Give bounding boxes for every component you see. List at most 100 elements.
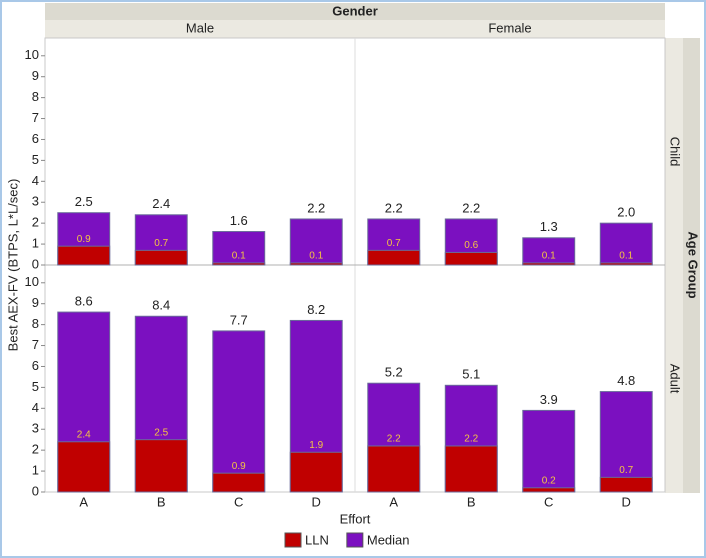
bar — [599, 476, 653, 493]
lln-value-label: 2.2 — [387, 434, 401, 445]
legend-swatch — [284, 532, 302, 548]
median-value-label: 2.5 — [75, 194, 93, 209]
median-value-label: 5.2 — [385, 365, 403, 380]
y-tick-label: 1 — [32, 463, 39, 478]
median-value-label: 8.6 — [75, 294, 93, 309]
lln-value-label: 0.1 — [232, 251, 246, 262]
y-tick-label: 2 — [32, 442, 39, 457]
y-tick-label: 7 — [32, 337, 39, 352]
legend-label: Median — [367, 532, 410, 547]
bar — [367, 445, 421, 493]
bar — [289, 262, 343, 266]
x-tick-label: D — [312, 494, 321, 509]
y-tick-label: 3 — [32, 421, 39, 436]
x-tick-label: B — [157, 494, 166, 509]
lln-value-label: 2.5 — [154, 427, 168, 438]
median-value-label: 8.2 — [307, 302, 325, 317]
lln-value-label: 0.1 — [309, 251, 323, 262]
bar — [289, 218, 343, 266]
y-tick-label: 10 — [25, 47, 39, 62]
bar — [212, 262, 266, 266]
lln-value-label: 2.2 — [464, 434, 478, 445]
bar — [522, 409, 576, 493]
column-header-strip — [45, 20, 665, 38]
y-tick-label: 2 — [32, 215, 39, 230]
bar — [444, 445, 498, 493]
bar — [367, 249, 421, 266]
row-strip — [683, 38, 700, 493]
y-tick-label: 10 — [25, 274, 39, 289]
lln-value-label: 0.7 — [387, 238, 401, 249]
bar — [212, 330, 266, 493]
median-value-label: 7.7 — [230, 312, 248, 327]
lln-value-label: 0.9 — [232, 461, 246, 472]
y-tick-label: 5 — [32, 379, 39, 394]
column-strip — [45, 3, 665, 20]
lln-value-label: 0.7 — [154, 238, 168, 249]
bar — [599, 222, 653, 266]
bar — [522, 262, 576, 266]
y-tick-label: 7 — [32, 110, 39, 125]
median-value-label: 2.2 — [385, 200, 403, 215]
bar — [57, 441, 111, 493]
lln-value-label: 2.4 — [77, 429, 91, 440]
lln-value-label: 0.9 — [77, 234, 91, 245]
y-tick-label: 0 — [32, 256, 39, 271]
median-value-label: 5.1 — [462, 367, 480, 382]
x-tick-label: A — [79, 494, 88, 509]
bar — [289, 451, 343, 493]
median-value-label: 3.9 — [540, 392, 558, 407]
row-header-strip — [665, 38, 683, 493]
bar — [134, 439, 188, 493]
bar — [212, 472, 266, 493]
y-tick-label: 3 — [32, 194, 39, 209]
x-tick-label: A — [389, 494, 398, 509]
column-label: Gender — [332, 3, 378, 18]
median-value-label: 2.2 — [462, 200, 480, 215]
column-header: Male — [186, 20, 214, 35]
median-value-label: 4.8 — [617, 373, 635, 388]
bar — [444, 251, 498, 266]
bar — [599, 391, 653, 493]
bar — [134, 249, 188, 266]
lln-value-label: 0.6 — [464, 240, 478, 251]
y-tick-label: 8 — [32, 89, 39, 104]
x-axis-label: Effort — [340, 511, 371, 526]
x-tick-label: C — [544, 494, 553, 509]
y-tick-label: 1 — [32, 236, 39, 251]
bar — [57, 245, 111, 266]
row-header: Adult — [668, 364, 683, 394]
lln-value-label: 0.1 — [619, 251, 633, 262]
median-value-label: 8.4 — [152, 298, 170, 313]
y-axis-label: Best AEX-FV (BTPS, L*L/sec) — [5, 179, 20, 352]
lln-value-label: 0.1 — [542, 251, 556, 262]
y-tick-label: 9 — [32, 295, 39, 310]
median-value-label: 1.3 — [540, 219, 558, 234]
y-tick-label: 6 — [32, 358, 39, 373]
x-tick-label: D — [622, 494, 631, 509]
y-tick-label: 8 — [32, 316, 39, 331]
row-label: Age Group — [686, 231, 701, 298]
y-tick-label: 4 — [32, 400, 39, 415]
row-header: Child — [668, 137, 683, 167]
median-value-label: 1.6 — [230, 213, 248, 228]
legend-swatch — [346, 532, 364, 548]
lln-value-label: 1.9 — [309, 440, 323, 451]
column-header: Female — [488, 20, 531, 35]
bar — [599, 262, 653, 266]
median-value-label: 2.0 — [617, 205, 635, 220]
x-tick-label: B — [467, 494, 476, 509]
y-tick-label: 0 — [32, 483, 39, 498]
median-value-label: 2.4 — [152, 196, 170, 211]
y-tick-label: 4 — [32, 173, 39, 188]
y-tick-label: 5 — [32, 152, 39, 167]
lln-value-label: 0.7 — [619, 465, 633, 476]
lln-value-label: 0.2 — [542, 475, 556, 486]
bar — [522, 487, 576, 493]
median-value-label: 2.2 — [307, 200, 325, 215]
y-tick-label: 6 — [32, 131, 39, 146]
x-tick-label: C — [234, 494, 243, 509]
y-tick-label: 9 — [32, 68, 39, 83]
